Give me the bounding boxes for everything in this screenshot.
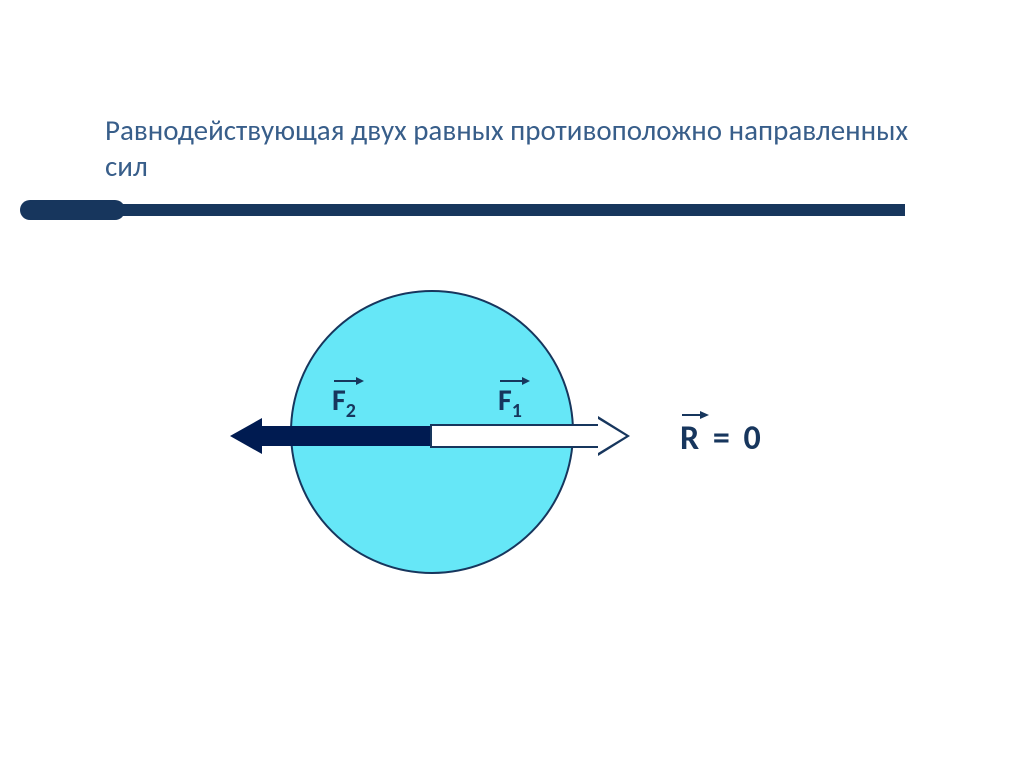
force-f1-shaft xyxy=(430,424,600,448)
force-f2-arrow xyxy=(230,426,430,446)
force-f2-head xyxy=(230,418,262,454)
vector-arrow-icon xyxy=(334,380,358,382)
resultant-equation: R = 0 xyxy=(680,418,761,459)
equation-lhs: R xyxy=(680,418,699,459)
rule-cap xyxy=(20,200,125,220)
force-f1-label: F1 xyxy=(498,382,522,423)
rule-bar xyxy=(115,204,905,216)
equation-op: = xyxy=(713,418,730,459)
force-f2-shaft xyxy=(260,426,430,446)
vector-arrow-icon xyxy=(682,414,702,416)
equation-rhs: 0 xyxy=(743,418,760,459)
force-f2-label: F2 xyxy=(332,382,356,423)
force-f1-base: F xyxy=(498,382,512,419)
force-diagram: F2 F1 xyxy=(260,280,600,620)
slide-title: Равнодействующая двух равных противополо… xyxy=(105,112,925,185)
vector-arrow-icon xyxy=(500,380,524,382)
force-f1-sub: 1 xyxy=(512,399,522,423)
slide: Равнодействующая двух равных противополо… xyxy=(0,0,1024,768)
force-f1-arrow xyxy=(430,424,630,448)
force-f2-sub: 2 xyxy=(346,399,356,423)
force-f1-head-fill xyxy=(598,419,626,453)
title-rule xyxy=(0,200,900,220)
force-f2-base: F xyxy=(332,382,346,419)
